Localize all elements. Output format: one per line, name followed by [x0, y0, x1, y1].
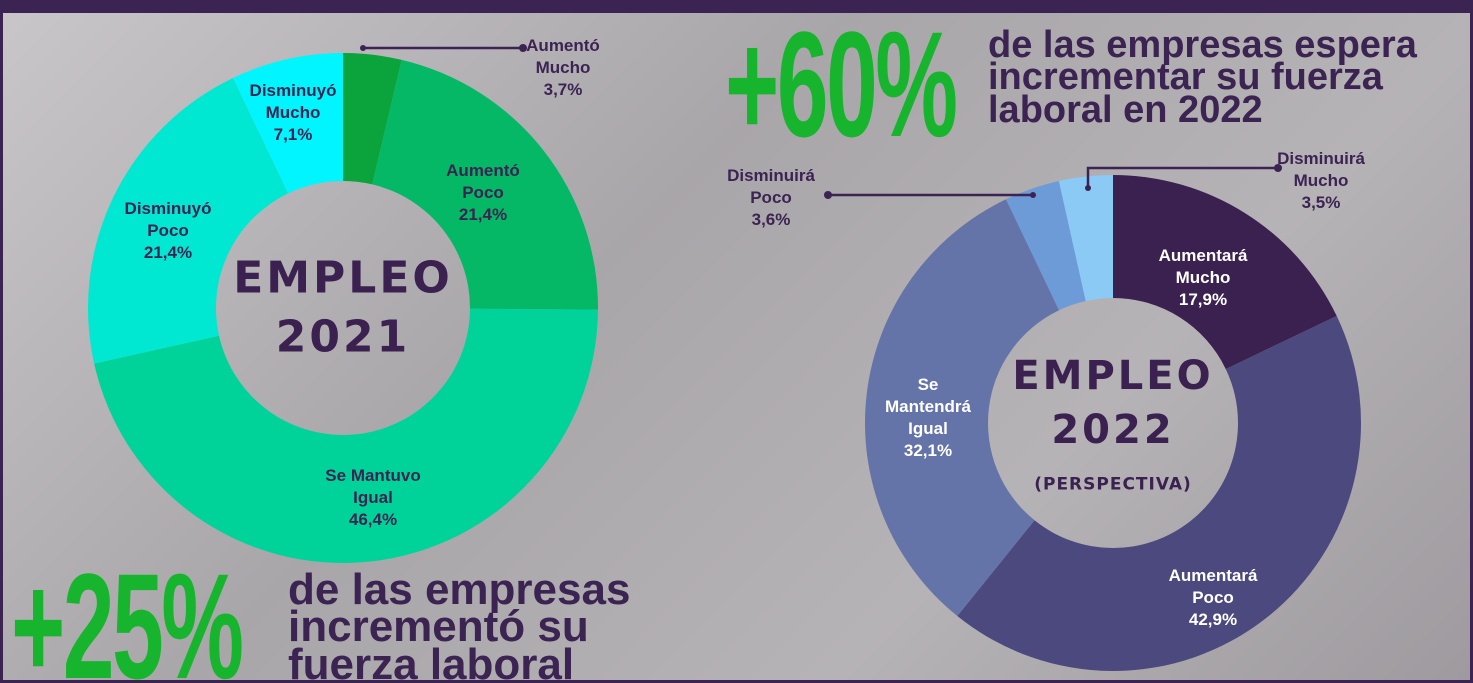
chart-title: EMPLEO 2021: [228, 249, 458, 368]
value-label: 21,4%: [118, 242, 218, 264]
infographic: +25% de las empresas incrementó su fuerz…: [0, 0, 1473, 683]
category-label: Aumentó Mucho: [513, 35, 613, 79]
category-label: Disminuirá Poco: [721, 165, 821, 209]
headline-figure: +25%: [11, 551, 242, 683]
leader-dot: [360, 45, 366, 51]
chart-subtitle: (PERSPECTIVA): [1034, 474, 1192, 497]
value-label: 3,5%: [1271, 192, 1371, 214]
value-label: 32,1%: [881, 440, 976, 462]
value-label: 21,4%: [438, 204, 528, 226]
value-label: 46,4%: [318, 509, 428, 531]
value-label: 3,7%: [513, 79, 613, 101]
leader-dot: [824, 191, 832, 199]
category-label: Aumentará Poco: [1163, 565, 1263, 609]
category-label: Disminuyó Poco: [118, 198, 218, 242]
leader-dot: [1085, 185, 1091, 191]
category-label: Disminuyó Mucho: [243, 80, 343, 124]
value-label: 3,6%: [721, 209, 821, 231]
chart-title: EMPLEO 2022: [998, 349, 1228, 457]
value-label: 42,9%: [1163, 609, 1263, 631]
value-label: 7,1%: [243, 124, 343, 146]
category-label: Se Mantuvo Igual: [318, 465, 428, 509]
category-label: Disminuirá Mucho: [1271, 148, 1371, 192]
headline-figure: +60%: [725, 9, 956, 159]
category-label: Aumentará Mucho: [1153, 245, 1253, 289]
category-label: Se Mantendrá Igual: [881, 374, 976, 440]
leader-dot: [1030, 192, 1036, 198]
value-label: 17,9%: [1153, 289, 1253, 311]
headline-text: de las empresas espera incrementar su fu…: [988, 29, 1468, 126]
headline-text: de las empresas incrementó su fuerza lab…: [288, 571, 678, 683]
category-label: Aumentó Poco: [438, 160, 528, 204]
